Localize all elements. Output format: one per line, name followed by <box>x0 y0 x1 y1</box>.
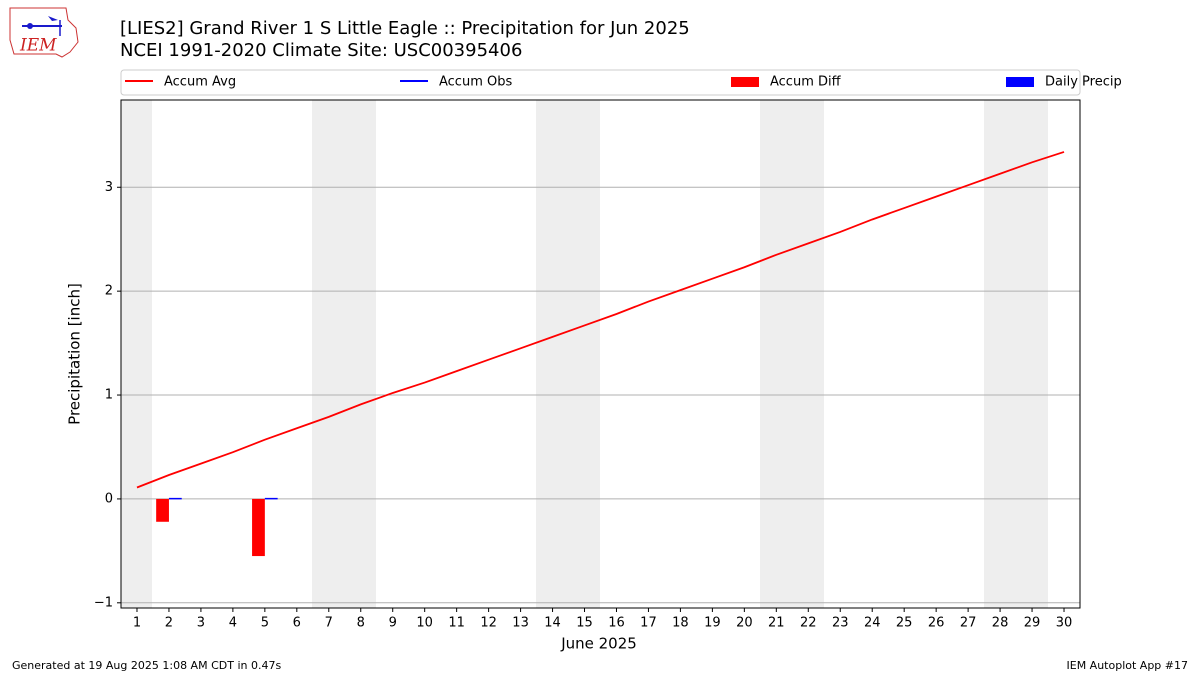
x-tick-label: 15 <box>576 616 593 631</box>
logo-text: IEM <box>19 36 57 56</box>
x-tick-label: 2 <box>165 616 173 631</box>
legend-label: Accum Obs <box>439 75 512 90</box>
x-tick-label: 12 <box>480 616 497 631</box>
x-tick-label: 6 <box>293 616 301 631</box>
chart-title: [LIES2] Grand River 1 S Little Eagle :: … <box>120 18 690 39</box>
x-tick-label: 25 <box>896 616 913 631</box>
x-tick-label: 19 <box>704 616 721 631</box>
footer-right: IEM Autoplot App #17 <box>1067 659 1189 672</box>
x-tick-label: 7 <box>325 616 333 631</box>
y-tick-label: 0 <box>105 491 113 506</box>
x-tick-label: 18 <box>672 616 689 631</box>
x-tick-label: 30 <box>1056 616 1073 631</box>
x-tick-label: 21 <box>768 616 785 631</box>
x-tick-label: 3 <box>197 616 205 631</box>
x-axis-label: June 2025 <box>560 635 637 653</box>
chart-subtitle: NCEI 1991-2020 Climate Site: USC00395406 <box>120 40 522 61</box>
x-tick-label: 4 <box>229 616 237 631</box>
legend-box <box>120 69 1081 96</box>
x-tick-label: 5 <box>261 616 269 631</box>
y-tick-label: −1 <box>94 595 113 610</box>
bar <box>156 498 169 522</box>
legend-swatch <box>1006 77 1034 87</box>
x-tick-label: 17 <box>640 616 657 631</box>
x-tick-label: 28 <box>992 616 1009 631</box>
x-tick-label: 9 <box>389 616 397 631</box>
legend-label: Daily Precip <box>1045 75 1122 90</box>
y-tick-label: 1 <box>105 388 113 403</box>
x-tick-label: 26 <box>928 616 945 631</box>
plot-frame <box>120 99 1081 609</box>
x-tick-label: 22 <box>800 616 817 631</box>
x-tick-label: 27 <box>960 616 977 631</box>
x-tick-label: 1 <box>133 616 141 631</box>
y-axis-label: Precipitation [inch] <box>66 283 84 425</box>
x-tick-label: 11 <box>448 616 465 631</box>
x-tick-label: 23 <box>832 616 849 631</box>
plot-area <box>121 151 1080 604</box>
x-tick-label: 13 <box>512 616 529 631</box>
legend-label: Accum Avg <box>164 75 236 90</box>
x-tick-label: 16 <box>608 616 625 631</box>
footer-left: Generated at 19 Aug 2025 1:08 AM CDT in … <box>12 659 281 672</box>
legend-swatch <box>731 77 759 87</box>
y-tick-label: 3 <box>105 180 113 195</box>
bar <box>168 497 182 500</box>
x-tick-label: 14 <box>544 616 561 631</box>
bar <box>252 498 265 557</box>
weekend-shading <box>121 100 1048 608</box>
legend-label: Accum Diff <box>770 75 842 90</box>
bar <box>264 497 278 500</box>
x-tick-label: 29 <box>1024 616 1041 631</box>
x-tick-label: 10 <box>416 616 433 631</box>
y-tick-label: 2 <box>105 284 113 299</box>
logo: IEM <box>9 7 79 58</box>
x-tick-label: 20 <box>736 616 753 631</box>
x-tick-label: 8 <box>357 616 365 631</box>
x-tick-label: 24 <box>864 616 881 631</box>
series-line <box>136 151 1065 489</box>
